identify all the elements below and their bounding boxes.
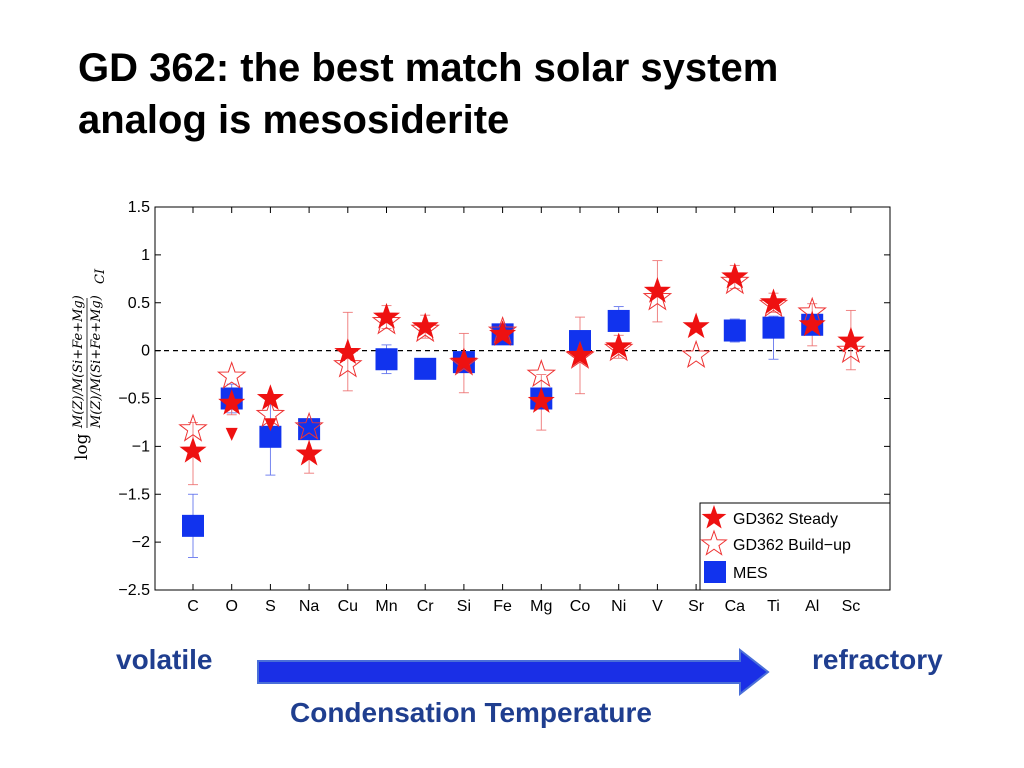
x-tick-label-mg: Mg: [530, 598, 552, 615]
steady-point-na: [295, 439, 323, 466]
steady-point-c: [179, 436, 207, 463]
buildup-point-c: [178, 413, 208, 442]
steady-point-sr: [682, 312, 710, 339]
steady-point-mg: [527, 387, 555, 413]
y-tick-label: 0.5: [128, 295, 150, 312]
mes-point-ti: [762, 316, 785, 339]
x-tick-label-sc: Sc: [842, 598, 861, 615]
x-tick-label-v: V: [652, 598, 663, 615]
legend-marker-steady: [701, 505, 727, 529]
steady-point-cr: [411, 312, 439, 339]
y-tick-label: −2.5: [118, 582, 150, 599]
y-axis-label: log M(Z)/M(Si+Fe+Mg) M(Z)/M(Si+Fe+Mg) CI: [71, 268, 108, 460]
x-tick-label-cr: Cr: [417, 598, 435, 615]
upper-limit-s: [264, 418, 277, 432]
x-tick-label-cu: Cu: [338, 598, 358, 615]
y-tick-label: −1.5: [118, 486, 150, 503]
volatile-label: volatile: [116, 644, 213, 675]
y-tick-label: 1.5: [128, 199, 150, 216]
steady-point-ni: [605, 332, 633, 359]
steady-point-v: [643, 277, 671, 303]
mes-point-ca: [723, 319, 746, 342]
steady-point-fe: [489, 320, 517, 346]
x-tick-label-c: C: [187, 598, 199, 615]
legend-label-mes: MES: [733, 565, 768, 582]
steady-point-cu: [334, 338, 362, 365]
y-tick-label: −2: [132, 534, 150, 551]
y-axis-label-subscript: CI: [93, 268, 108, 284]
legend-square: [704, 561, 726, 583]
condensation-arrow: [257, 647, 770, 697]
y-axis-label-log: log: [72, 433, 92, 460]
legend-star-filled: [701, 505, 727, 529]
x-tick-label-al: Al: [805, 598, 819, 615]
buildup-point-mg: [526, 359, 557, 388]
y-tick-label: −1: [132, 438, 150, 455]
y-tick-label: 1: [141, 247, 150, 264]
x-tick-label-ti: Ti: [767, 598, 780, 615]
title-line-1: GD 362: the best match solar system: [78, 46, 779, 90]
legend-label-steady: GD362 Steady: [733, 511, 838, 528]
steady-point-ca: [721, 262, 749, 289]
mes-point-ni: [607, 309, 630, 332]
buildup-point-mn: [371, 306, 402, 335]
buildup-point-sc: [836, 335, 866, 364]
steady-point-al: [798, 310, 826, 337]
buildup-point-cr: [410, 314, 440, 343]
mes-point-cr: [414, 357, 437, 380]
buildup-point-ca: [720, 266, 750, 295]
mes-point-na: [298, 418, 321, 441]
slide-title: GD 362: the best match solar system anal…: [78, 42, 978, 146]
x-axis-ticks: C O S Na Cu Mn Cr Si Fe Mg Co Ni V Sr Ca Ti Al Sc: [187, 207, 860, 615]
refractory-label: refractory: [812, 644, 943, 675]
steady-point-o: [218, 389, 246, 415]
mes-point-mn: [375, 348, 398, 371]
steady-point-si: [450, 347, 478, 374]
steady-point-ti: [759, 288, 788, 315]
x-tick-label-mn: Mn: [375, 598, 397, 615]
y-axis-ticks: −2.5 −2 −1.5 −1 −0.5 0 0.5 1 1.5: [118, 199, 890, 599]
x-tick-label-si: Si: [457, 598, 471, 615]
upper-limit-o: [225, 427, 238, 441]
x-tick-label-o: O: [225, 598, 237, 615]
y-axis-label-denominator: M(Z)/M(Si+Fe+Mg): [89, 295, 104, 429]
title-line-2: analog is mesosiderite: [78, 98, 510, 142]
buildup-point-sr: [681, 339, 711, 368]
legend: GD362 Steady GD362 Build−up MES: [699, 502, 891, 591]
x-tick-label-sr: Sr: [688, 598, 705, 615]
steady-point-s: [256, 384, 284, 411]
buildup-point-v: [642, 282, 673, 311]
mes-point-s: [259, 425, 282, 448]
legend-marker-buildup: [700, 529, 728, 556]
x-tick-label-s: S: [265, 598, 276, 615]
mes-point-c: [182, 514, 204, 537]
steady-point-sc: [837, 326, 865, 353]
buildup-point-na: [294, 411, 324, 440]
legend-marker-mes: [704, 561, 726, 583]
x-tick-label-ca: Ca: [725, 598, 746, 615]
x-tick-label-na: Na: [299, 598, 320, 615]
y-axis-label-numerator: M(Z)/M(Si+Fe+Mg): [71, 295, 86, 429]
x-tick-label-fe: Fe: [493, 598, 512, 615]
legend-star-open: [700, 529, 728, 556]
steady-point-mn: [372, 302, 401, 329]
condensation-temperature-label: Condensation Temperature: [290, 697, 652, 728]
upper-limit-markers: [225, 418, 277, 441]
plot-frame: [154, 206, 891, 591]
y-tick-label: 0: [141, 343, 150, 360]
legend-box: [699, 502, 891, 591]
legend-label-buildup: GD362 Build−up: [733, 537, 851, 554]
buildup-point-cu: [333, 349, 363, 378]
y-tick-label: −0.5: [118, 391, 150, 408]
buildup-point-o: [216, 360, 247, 390]
arrow-shape: [257, 647, 770, 697]
x-tick-label-ni: Ni: [611, 598, 626, 615]
x-tick-label-co: Co: [570, 598, 591, 615]
steady-point-co: [566, 341, 594, 367]
series-gd362-steady: [179, 262, 865, 466]
